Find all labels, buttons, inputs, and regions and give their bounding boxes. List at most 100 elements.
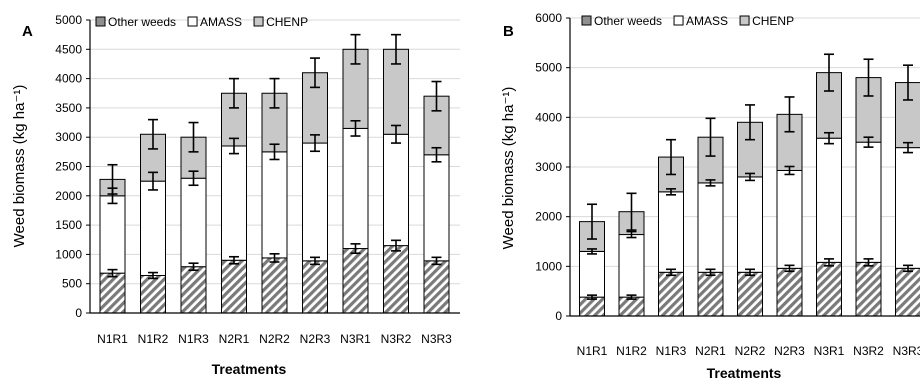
bar-segment-other-weeds [221,259,247,314]
error-bar-other-weeds [824,258,834,267]
error-bar-amass [310,134,320,153]
y-tick-label: 4000 [535,110,562,124]
bar-segment-amass [140,180,166,276]
error-bar-amass [824,131,834,145]
x-tick-label: N1R2 [138,332,169,346]
panel-b-x-axis-title: Treatments [707,365,782,381]
error-bar-other-weeds [391,239,401,252]
y-tick-label: 4000 [55,72,82,86]
error-bar-other-weeds [705,268,716,277]
error-bar-chenp [705,117,716,157]
legend-item-chenp: CHENP [739,14,794,28]
legend-label: CHENP [266,15,308,29]
x-tick-label: N3R1 [814,344,845,358]
panel-b-legend: Other weeds AMASS CHENP [581,14,794,28]
y-tick-label: 3500 [55,101,82,115]
error-bar-chenp [310,57,320,89]
y-tick-label: 1000 [55,247,82,261]
panel-b-y-axis-title: Weed biomass (kg ha⁻¹) [500,87,517,250]
x-tick-label: N3R2 [853,344,884,358]
legend-label: Other weeds [594,14,662,28]
error-bar-chenp [188,121,199,153]
bar-segment-amass [855,141,882,263]
legend-swatch [187,16,198,27]
y-tick-label: 4500 [55,42,82,56]
panel-a-errorbars [107,33,442,280]
error-bar-amass [229,137,239,155]
y-tick-label: 0 [555,309,562,323]
error-bar-chenp [107,163,118,195]
bar-segment-amass [658,191,684,273]
bar-segment-amass [221,145,247,261]
panel-b-x-ticklabels: N1R1 N1R2 N1R3 N2R1 N2R2 N2R3 N3R1 N3R2 N3R3 [577,344,920,358]
legend-label: AMASS [686,14,728,28]
x-tick-label: N3R2 [381,332,412,346]
error-bar-other-weeds [350,243,361,255]
legend-label: CHENP [752,14,794,28]
panel-b-label: B [503,23,514,40]
bar-segment-amass [697,182,724,273]
bar-segment-amass [383,133,409,247]
error-bar-other-weeds [107,268,118,278]
error-bar-amass [431,146,442,163]
error-bar-chenp [784,96,795,133]
error-bar-other-weeds [626,294,637,300]
error-bar-amass [626,230,637,239]
y-tick-label: 1000 [535,259,562,273]
bar-segment-other-weeds [180,266,207,314]
error-bar-other-weeds [903,264,913,273]
bar-segment-amass [261,151,288,259]
error-bar-other-weeds [148,271,158,280]
bar-segment-amass [302,142,328,262]
error-bar-other-weeds [229,255,239,265]
y-tick-label: 1500 [55,218,82,232]
x-tick-label: N3R1 [340,332,371,346]
y-tick-label: 500 [62,277,82,291]
bar-segment-other-weeds [423,260,450,314]
error-bar-amass [391,124,401,144]
x-tick-label: N2R3 [300,332,331,346]
bar-segment-other-weeds [261,257,288,314]
legend-swatch [95,16,106,27]
legend-swatch [581,15,592,26]
x-tick-label: N1R2 [616,344,647,358]
y-tick-label: 6000 [535,11,562,25]
error-bar-chenp [863,58,874,97]
error-bar-other-weeds [188,262,199,272]
error-bar-amass [903,141,913,154]
error-bar-other-weeds [587,294,597,300]
x-tick-label: N2R2 [259,332,290,346]
legend-item-other-weeds: Other weeds [95,15,176,29]
error-bar-chenp [903,64,913,101]
y-tick-label: 5000 [55,13,82,27]
bar-segment-other-weeds [140,274,166,314]
x-tick-label: N2R2 [735,344,766,358]
y-tick-label: 2000 [535,210,562,224]
panel-a-y-axis-title: Weed biomass (kg ha⁻¹) [11,85,28,248]
bar-segment-other-weeds [658,271,684,317]
bar-segment-other-weeds [737,271,763,317]
bar-segment-other-weeds [383,245,409,314]
bar-segment-other-weeds [579,296,605,317]
y-tick-label: 5000 [535,61,562,75]
error-bar-other-weeds [310,256,320,266]
x-tick-label: N3R3 [893,344,920,358]
bar-segment-other-weeds [776,267,803,317]
bar-segment-other-weeds [302,260,328,314]
error-bar-chenp [391,33,401,65]
panel-a-label: A [22,23,33,40]
legend-item-other-weeds: Other weeds [581,14,662,28]
bar-segment-amass [737,176,763,273]
error-bar-amass [148,171,158,191]
bar-segment-amass [776,169,803,269]
bar-segment-amass [618,234,645,298]
error-bar-amass [587,248,597,255]
bar-segment-amass [895,147,920,269]
panel-a-legend: Other weeds AMASS CHENP [95,15,308,29]
legend-item-chenp: CHENP [253,15,308,29]
bar-segment-other-weeds [855,261,882,317]
bar-segment-other-weeds [99,272,126,314]
y-tick-label: 2500 [55,160,82,174]
panel-a-y-ticklabels: 0 500 1000 1500 2000 2500 3000 3500 4000 4500 5000 [55,13,90,320]
panel-b-errorbars [587,53,913,300]
